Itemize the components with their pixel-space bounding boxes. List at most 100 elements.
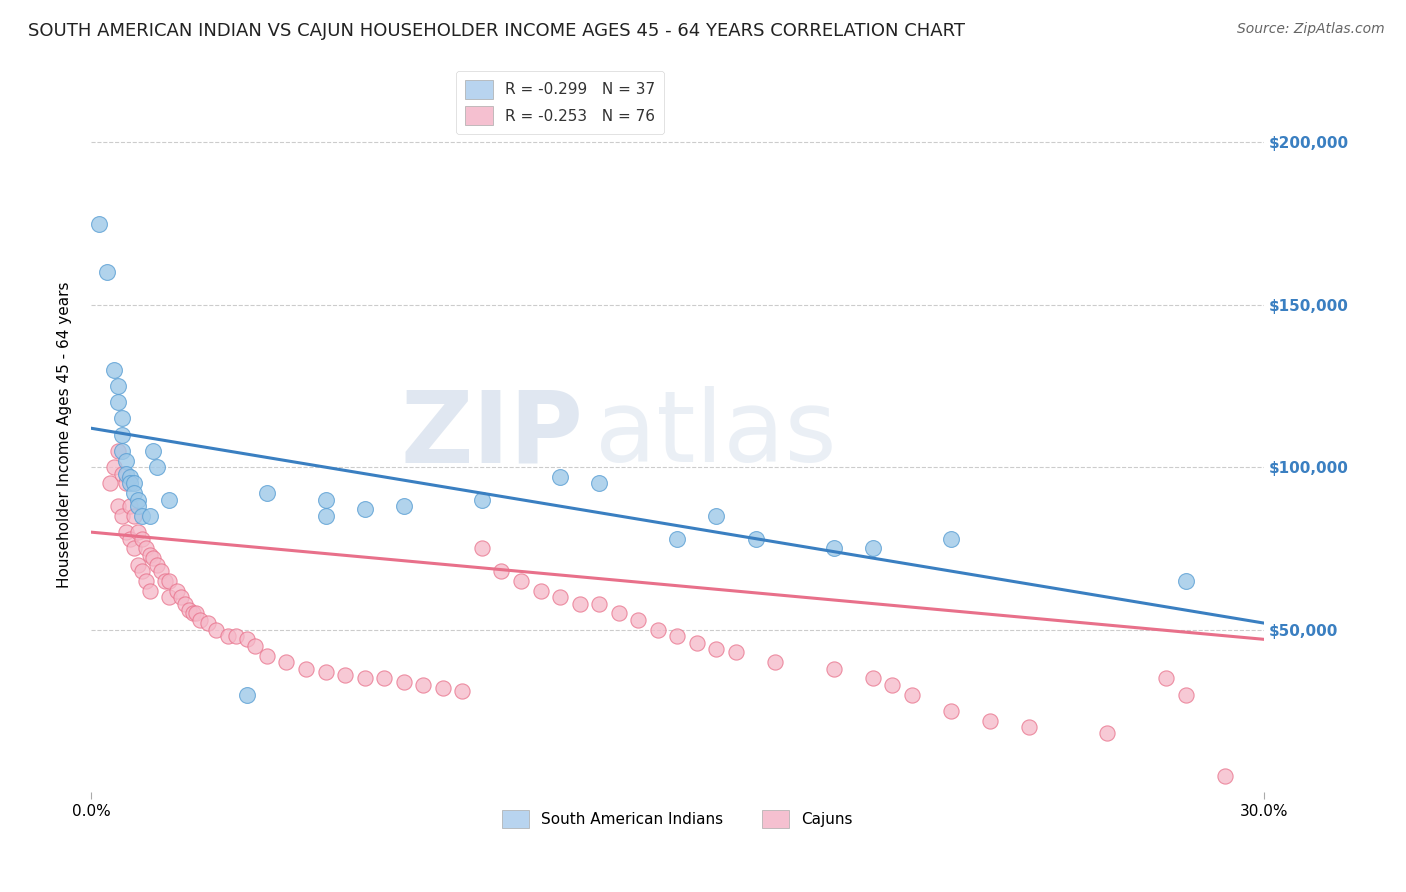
Point [529, 583, 551, 598]
Point [115, 476, 138, 491]
Point [138, 583, 160, 598]
Point [127, 525, 149, 540]
Point [205, 623, 228, 637]
Point [107, 499, 129, 513]
Point [122, 541, 145, 556]
Point [510, 574, 533, 588]
Point [127, 499, 149, 513]
Point [471, 492, 494, 507]
Point [256, 648, 278, 663]
Point [131, 508, 153, 523]
Point [87, 217, 110, 231]
Point [412, 678, 434, 692]
Point [138, 548, 160, 562]
Point [901, 688, 924, 702]
Point [157, 574, 180, 588]
Point [1018, 720, 1040, 734]
Point [150, 564, 173, 578]
Point [190, 613, 212, 627]
Point [724, 645, 747, 659]
Point [155, 574, 177, 588]
Point [939, 704, 962, 718]
Point [706, 642, 728, 657]
Point [146, 460, 169, 475]
Point [122, 476, 145, 491]
Point [131, 532, 153, 546]
Point [157, 590, 180, 604]
Point [225, 629, 247, 643]
Point [173, 597, 195, 611]
Point [256, 486, 278, 500]
Point [1174, 688, 1197, 702]
Point [111, 411, 134, 425]
Text: ZIP: ZIP [401, 386, 583, 483]
Point [122, 486, 145, 500]
Point [763, 655, 786, 669]
Point [353, 671, 375, 685]
Point [138, 508, 160, 523]
Point [315, 492, 337, 507]
Point [706, 508, 728, 523]
Point [607, 607, 630, 621]
Point [100, 476, 122, 491]
Point [107, 379, 129, 393]
Point [127, 492, 149, 507]
Point [181, 607, 204, 621]
Point [107, 395, 129, 409]
Point [432, 681, 454, 695]
Text: Source: ZipAtlas.com: Source: ZipAtlas.com [1237, 22, 1385, 37]
Point [882, 678, 904, 692]
Point [243, 639, 266, 653]
Point [103, 460, 125, 475]
Point [135, 541, 157, 556]
Point [236, 688, 259, 702]
Point [111, 444, 134, 458]
Point [666, 532, 689, 546]
Point [588, 597, 610, 611]
Point [122, 508, 145, 523]
Y-axis label: Householder Income Ages 45 - 64 years: Householder Income Ages 45 - 64 years [58, 282, 72, 588]
Point [103, 363, 125, 377]
Point [1097, 726, 1119, 740]
Point [392, 674, 415, 689]
Point [111, 467, 134, 481]
Point [295, 661, 318, 675]
Point [96, 265, 118, 279]
Point [115, 525, 138, 540]
Point [451, 684, 474, 698]
Point [186, 607, 208, 621]
Point [111, 508, 134, 523]
Point [142, 444, 165, 458]
Point [118, 532, 141, 546]
Point [1154, 671, 1177, 685]
Point [548, 470, 571, 484]
Point [157, 492, 180, 507]
Point [115, 453, 138, 467]
Point [118, 499, 141, 513]
Point [939, 532, 962, 546]
Point [217, 629, 239, 643]
Point [315, 665, 337, 679]
Point [627, 613, 650, 627]
Point [107, 444, 129, 458]
Legend: South American Indians, Cajuns: South American Indians, Cajuns [496, 804, 859, 834]
Point [392, 499, 415, 513]
Point [568, 597, 591, 611]
Text: atlas: atlas [595, 386, 837, 483]
Point [744, 532, 766, 546]
Point [862, 541, 884, 556]
Point [647, 623, 669, 637]
Point [276, 655, 298, 669]
Point [491, 564, 513, 578]
Point [1174, 574, 1197, 588]
Point [111, 427, 134, 442]
Point [471, 541, 494, 556]
Point [146, 558, 169, 572]
Point [170, 590, 193, 604]
Point [315, 508, 337, 523]
Point [197, 616, 219, 631]
Point [548, 590, 571, 604]
Point [131, 564, 153, 578]
Point [142, 551, 165, 566]
Point [686, 635, 709, 649]
